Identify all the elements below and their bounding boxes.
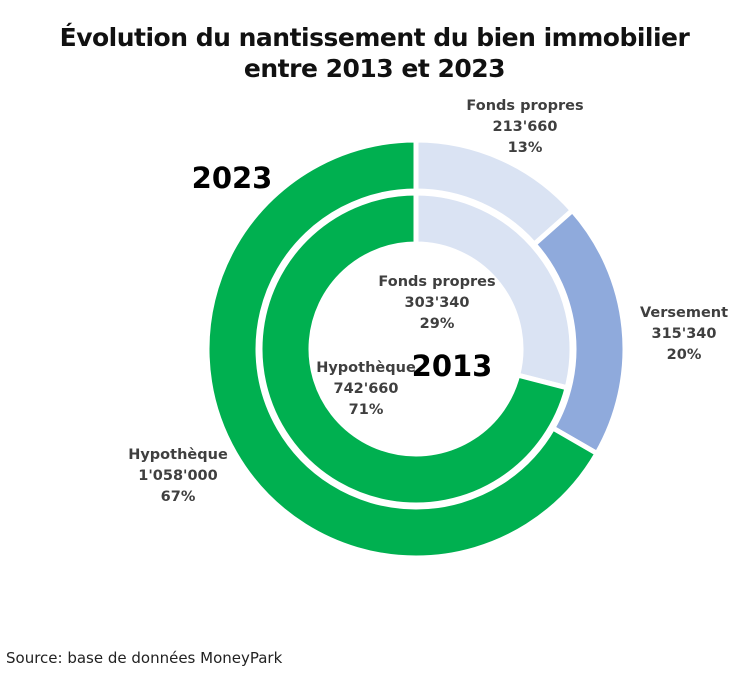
ring-label-2023: 2023 (192, 161, 273, 195)
data-label-2023-versement: Versement 315'340 20% (640, 305, 728, 363)
slice-percent: 29% (420, 316, 455, 332)
slice-value: 1'058'000 (138, 468, 218, 484)
data-label-2013-hypotheque: Hypothèque 742'660 71% (316, 360, 416, 418)
slice-label: Hypothèque (128, 447, 228, 463)
slice-label: Fonds propres (378, 274, 495, 290)
slice-label: Hypothèque (316, 360, 416, 376)
slice-percent: 71% (349, 402, 384, 418)
chart-title-line-1: Évolution du nantissement du bien immobi… (59, 23, 690, 52)
data-label-2023-fonds-propres: Fonds propres 213'660 13% (466, 98, 583, 156)
slice-percent: 67% (161, 489, 196, 505)
data-label-2023-hypotheque: Hypothèque 1'058'000 67% (128, 447, 228, 505)
slice-value: 742'660 (334, 381, 399, 397)
slice-value: 315'340 (652, 326, 717, 342)
slice-2013-hypotheque (257, 190, 571, 508)
slice-value: 303'340 (405, 295, 470, 311)
slice-percent: 13% (508, 140, 543, 156)
source-note: Source: base de données MoneyPark (6, 649, 283, 667)
slice-value: 213'660 (493, 119, 558, 135)
slice-label: Versement (640, 305, 728, 321)
data-label-2013-fonds-propres: Fonds propres 303'340 29% (378, 274, 495, 332)
chart-title-line-2: entre 2013 et 2023 (243, 54, 506, 83)
chart-title: Évolution du nantissement du bien immobi… (0, 22, 749, 84)
inner-ring-2013 (257, 190, 575, 508)
slice-2013-fonds-propres (413, 190, 575, 391)
slice-percent: 20% (667, 347, 702, 363)
slice-label: Fonds propres (466, 98, 583, 114)
ring-label-2013: 2013 (412, 349, 493, 383)
